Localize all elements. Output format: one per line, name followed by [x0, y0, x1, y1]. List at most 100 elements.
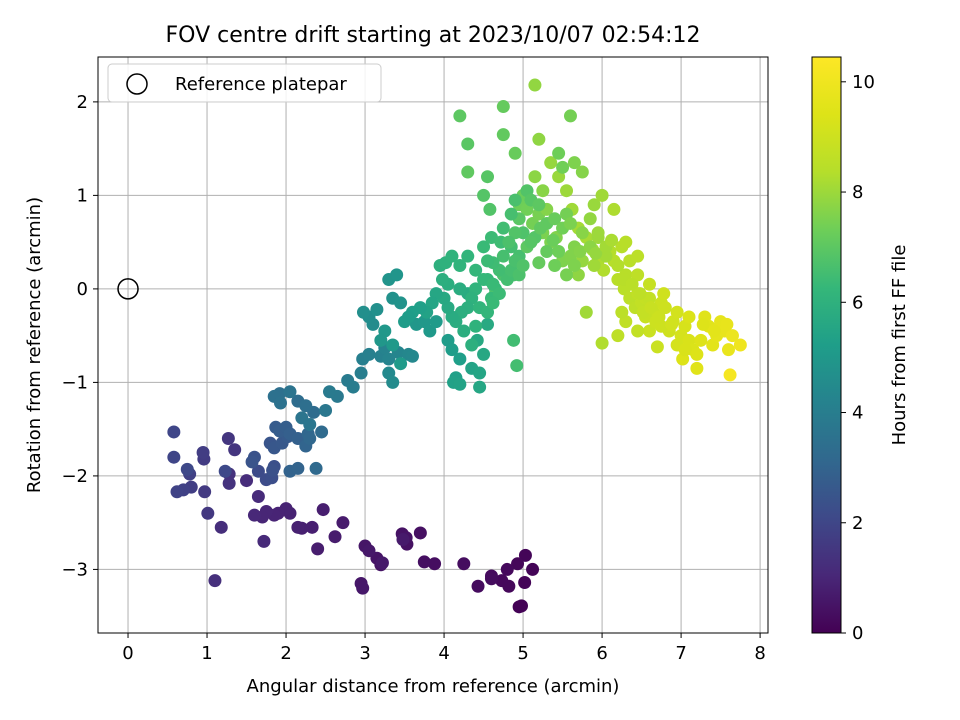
- colorbar-gradient: [811, 56, 842, 634]
- scatter-point: [721, 343, 735, 357]
- scatter-point: [486, 277, 500, 291]
- scatter-point: [595, 336, 609, 350]
- legend-box: [107, 63, 382, 103]
- scatter-point: [266, 463, 280, 477]
- scatter-point: [575, 226, 589, 240]
- x-tick-label: 8: [754, 643, 765, 664]
- x-axis-label: Angular distance from reference (arcmin): [247, 676, 620, 697]
- scatter-point: [611, 259, 625, 273]
- scatter-point: [396, 532, 410, 546]
- scatter-point: [319, 403, 333, 417]
- scatter-point: [526, 562, 540, 576]
- scatter-point: [356, 305, 370, 319]
- scatter-point: [461, 165, 475, 179]
- scatter-point: [386, 338, 400, 352]
- scatter-point: [473, 380, 487, 394]
- scatter-point: [303, 432, 317, 446]
- scatter-point: [619, 235, 633, 249]
- y-tick-label: −2: [61, 466, 88, 487]
- scatter-point: [528, 170, 542, 184]
- scatter-point: [511, 557, 525, 571]
- scatter-point: [611, 329, 625, 343]
- scatter-point: [362, 347, 376, 361]
- scatter-point: [657, 287, 671, 301]
- scatter-point: [589, 246, 603, 260]
- scatter-point: [417, 555, 431, 569]
- scatter-point: [615, 305, 629, 319]
- scatter-point: [536, 184, 550, 198]
- scatter-point: [605, 233, 619, 247]
- scatter-point: [587, 198, 601, 212]
- scatter-point: [484, 572, 498, 586]
- scatter-point: [599, 249, 613, 263]
- scatter-point: [453, 282, 467, 296]
- scatter-point: [631, 268, 645, 282]
- scatter-point: [274, 396, 288, 410]
- scatter-point: [196, 446, 210, 460]
- scatter-point: [394, 357, 408, 371]
- scatter-point: [429, 315, 443, 329]
- scatter-point: [201, 506, 215, 520]
- scatter-point: [465, 338, 479, 352]
- scatter-point: [481, 305, 495, 319]
- scatter-point: [508, 193, 522, 207]
- legend-marker-icon: [126, 73, 148, 95]
- scatter-point: [481, 254, 495, 268]
- scatter-point: [642, 277, 656, 291]
- scatter-point: [208, 574, 222, 588]
- scatter-point: [354, 366, 368, 380]
- scatter-point: [496, 221, 510, 235]
- scatter-point: [483, 202, 497, 216]
- scatter-point: [469, 319, 483, 333]
- scatter-point: [510, 359, 524, 373]
- legend: Reference platepar: [107, 63, 382, 103]
- reference-point: [117, 278, 139, 300]
- x-tick-label: 1: [201, 643, 212, 664]
- scatter-point: [167, 450, 181, 464]
- scatter-point: [514, 599, 528, 613]
- scatter-point: [461, 249, 475, 263]
- scatter-point: [694, 333, 708, 347]
- scatter-point: [556, 160, 570, 174]
- scatter-point: [435, 273, 449, 287]
- scatter-point: [315, 425, 329, 439]
- scatter-point: [552, 146, 566, 160]
- scatter-point: [524, 235, 538, 249]
- scatter-point: [362, 544, 376, 558]
- scatter-point: [453, 109, 467, 123]
- scatter-point: [658, 301, 672, 315]
- scatter-point: [631, 249, 645, 263]
- scatter-point: [723, 368, 737, 382]
- scatter-point: [311, 542, 325, 556]
- scatter-point: [423, 324, 437, 338]
- scatter-point: [725, 329, 739, 343]
- scatter-point: [548, 259, 562, 273]
- scatter-point: [336, 516, 350, 530]
- y-axis-label: Rotation from reference (arcmin): [24, 197, 45, 493]
- scatter-point: [291, 520, 305, 534]
- scatter-point: [540, 244, 554, 258]
- y-tick-label: 1: [77, 185, 88, 206]
- scatter-point: [733, 338, 747, 352]
- scatter-point: [428, 557, 442, 571]
- x-tick-label: 3: [359, 643, 370, 664]
- scatter-point: [563, 216, 577, 230]
- scatter-point: [650, 340, 664, 354]
- scatter-point: [309, 461, 323, 475]
- y-tick-label: −1: [61, 372, 88, 393]
- x-tick-label: 2: [280, 643, 291, 664]
- colorbar-label: Hours from first FF file: [889, 245, 910, 446]
- scatter-point: [291, 461, 305, 475]
- scatter-point: [370, 302, 384, 316]
- scatter-point: [544, 156, 558, 170]
- colorbar-tick-label: 0: [852, 623, 863, 644]
- legend-entry: Reference platepar: [175, 74, 347, 95]
- scatter-point: [167, 425, 181, 439]
- scatter-point: [477, 188, 491, 202]
- scatter-point: [696, 317, 710, 331]
- scatter-point: [492, 287, 506, 301]
- scatter-point: [251, 464, 265, 478]
- grid-lines: [98, 57, 768, 633]
- scatter-point: [413, 526, 427, 540]
